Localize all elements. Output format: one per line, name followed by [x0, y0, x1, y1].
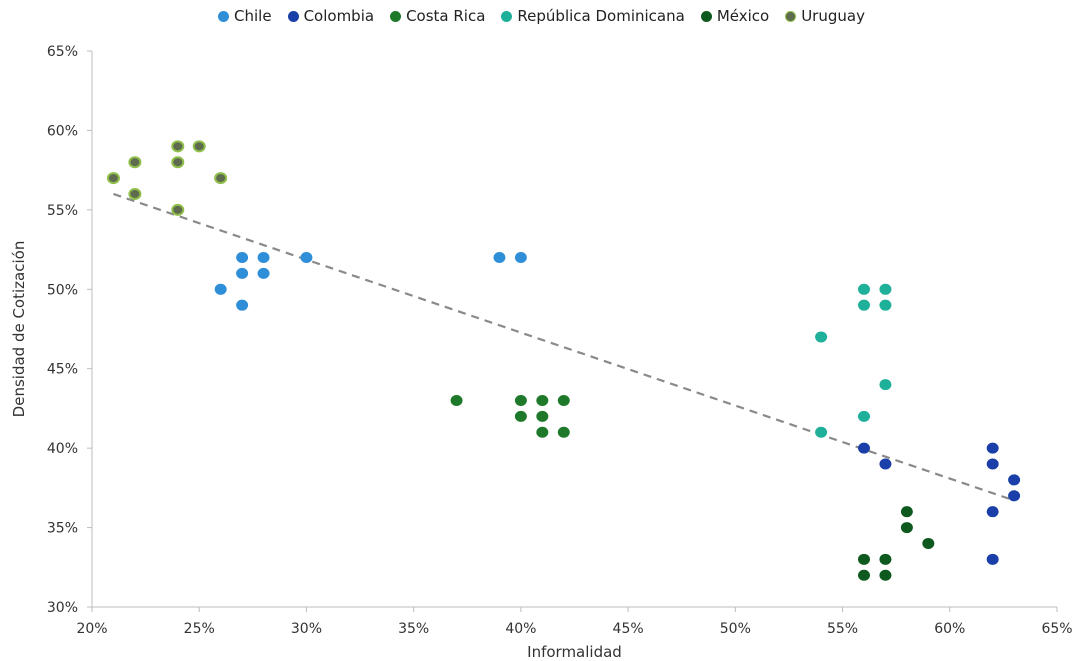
legend-item: Costa Rica [390, 7, 485, 25]
data-point-chile [236, 252, 249, 264]
legend-swatch [218, 10, 230, 22]
data-point-costa-rica [514, 394, 527, 406]
x-tick-label: 65% [1041, 621, 1072, 637]
y-axis-title: Densidad de Cotización [10, 241, 28, 418]
legend-swatch [501, 10, 513, 22]
data-point-chile [300, 252, 313, 264]
data-point-rep-blica-dominicana [815, 426, 828, 438]
data-point-colombia [986, 553, 999, 565]
data-point-chile [493, 252, 506, 264]
data-point-chile [257, 252, 270, 264]
legend-swatch [287, 10, 299, 22]
legend-swatch [390, 10, 402, 22]
x-tick-label: 25% [184, 621, 215, 637]
data-point-costa-rica [536, 394, 549, 406]
data-point-uruguay [128, 187, 142, 200]
x-tick-label: 20% [76, 621, 107, 637]
x-tick-label: 40% [505, 621, 536, 637]
legend-label: Chile [234, 7, 272, 25]
data-point-m-xico [900, 522, 913, 534]
data-point-m-xico [900, 506, 913, 518]
data-point-chile [257, 267, 270, 279]
data-point-colombia [986, 442, 999, 454]
data-point-rep-blica-dominicana [879, 299, 892, 311]
trendline [113, 192, 1011, 501]
y-tick-label: 30% [47, 600, 78, 616]
data-point-chile [514, 252, 527, 264]
legend-item: Colombia [287, 7, 375, 25]
data-point-rep-blica-dominicana [858, 410, 870, 422]
data-point-colombia [1008, 474, 1021, 486]
legend-label: Uruguay [801, 7, 865, 25]
data-point-rep-blica-dominicana [858, 283, 870, 295]
x-axis-title: Informalidad [527, 643, 622, 661]
y-tick-label: 45% [47, 362, 78, 378]
data-point-chile [236, 299, 249, 311]
legend-label: República Dominicana [517, 7, 685, 25]
data-point-colombia [858, 442, 870, 454]
x-tick-label: 60% [934, 621, 965, 637]
data-point-costa-rica [557, 426, 570, 438]
y-tick-label: 40% [47, 441, 78, 457]
data-point-costa-rica [450, 394, 463, 406]
legend-label: México [716, 7, 770, 25]
x-tick-label: 35% [398, 621, 429, 637]
legend-item: Chile [218, 7, 272, 25]
data-point-colombia [986, 458, 999, 470]
data-point-uruguay [106, 172, 120, 185]
data-point-rep-blica-dominicana [858, 299, 870, 311]
data-point-chile [214, 283, 227, 295]
y-tick-label: 50% [47, 282, 78, 298]
y-tick-label: 65% [47, 44, 78, 60]
data-point-costa-rica [514, 410, 527, 422]
legend-item: México [700, 7, 770, 25]
data-point-costa-rica [536, 426, 549, 438]
data-point-m-xico [858, 569, 870, 581]
legend-item: República Dominicana [501, 7, 685, 25]
data-point-costa-rica [557, 394, 570, 406]
data-point-uruguay [171, 203, 185, 216]
data-point-rep-blica-dominicana [815, 331, 828, 343]
data-point-uruguay [171, 140, 185, 153]
data-point-uruguay [128, 156, 142, 169]
data-point-m-xico [858, 553, 870, 565]
data-point-rep-blica-dominicana [879, 379, 892, 391]
legend-label: Colombia [303, 7, 375, 25]
legend-label: Costa Rica [406, 7, 486, 25]
data-point-uruguay [214, 172, 228, 185]
y-tick-label: 55% [47, 203, 78, 219]
y-tick-label: 35% [47, 521, 78, 537]
data-point-colombia [986, 506, 999, 518]
data-point-chile [236, 267, 249, 279]
data-point-m-xico [922, 537, 935, 549]
x-tick-label: 50% [720, 621, 751, 637]
data-point-m-xico [879, 553, 892, 565]
x-tick-label: 30% [291, 621, 322, 637]
data-point-colombia [879, 458, 892, 470]
data-point-uruguay [171, 156, 185, 169]
data-point-rep-blica-dominicana [879, 283, 892, 295]
chart-legend: Chile Colombia Costa Rica República Dominic… [0, 5, 1083, 27]
legend-item: Uruguay [785, 7, 865, 25]
legend-swatch [785, 10, 797, 22]
x-tick-label: 55% [827, 621, 858, 637]
x-tick-label: 45% [613, 621, 644, 637]
data-point-m-xico [879, 569, 892, 581]
data-point-uruguay [192, 140, 206, 153]
y-tick-label: 60% [47, 123, 78, 139]
legend-swatch [700, 10, 712, 22]
data-point-colombia [1008, 490, 1021, 502]
data-point-costa-rica [536, 410, 549, 422]
